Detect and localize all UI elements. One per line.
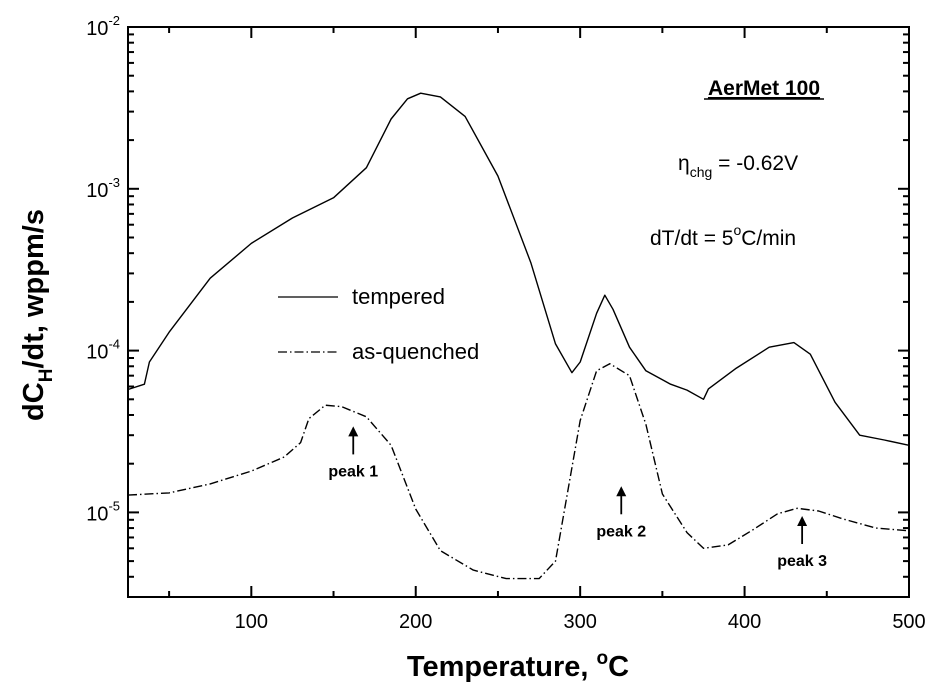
x-axis-title-sup: o	[597, 648, 609, 669]
y-tick-exponent: -4	[108, 337, 120, 352]
rate-tail: C/min	[741, 227, 796, 250]
chart-title-annotation: AerMet 100	[708, 77, 820, 100]
legend-label-tempered: tempered	[352, 284, 445, 309]
y-tick-label: 10-2	[86, 13, 120, 40]
rate-annotation: dT/dt = 5oC/min	[650, 222, 796, 250]
y-axis-title-tail: /dt, wppm/s	[18, 209, 50, 369]
x-axis-title: Temperature, oC	[407, 648, 629, 683]
y-tick-label: 10-3	[86, 175, 120, 202]
y-tick-exponent: -5	[108, 498, 120, 513]
peak-label-2: peak 2	[596, 523, 646, 540]
rate-main: dT/dt = 5	[650, 227, 733, 250]
legend: tempered as-quenched	[278, 284, 479, 364]
legend-label-as-quenched: as-quenched	[352, 339, 479, 364]
y-tick-base: 10	[86, 342, 108, 364]
x-tick-label: 300	[563, 611, 596, 633]
y-tick-base: 10	[86, 18, 108, 40]
peak-arrow-head	[348, 426, 359, 437]
eta-sub: chg	[690, 164, 713, 180]
peak-markers: peak 1 peak 2 peak 3	[328, 426, 827, 570]
peak-arrow-head	[616, 486, 627, 497]
x-axis-title-tail: C	[608, 651, 629, 683]
y-tick-exponent: -2	[108, 13, 120, 28]
series-layer	[127, 92, 910, 580]
x-tick-labels: 100 200 300 400 500	[235, 611, 926, 633]
x-tick-label: 100	[235, 611, 268, 633]
x-axis-title-main: Temperature,	[407, 651, 597, 683]
peak-label-3: peak 3	[777, 553, 827, 570]
y-tick-label: 10-4	[86, 337, 120, 364]
y-tick-base: 10	[86, 180, 108, 202]
x-tick-label: 400	[728, 611, 761, 633]
eta-tail: = -0.62V	[712, 152, 798, 175]
x-tick-label: 500	[892, 611, 925, 633]
y-tick-base: 10	[86, 503, 108, 525]
y-axis-title-main: dC	[18, 382, 50, 421]
y-axis-title-sub: H	[36, 369, 57, 383]
axis-ticks	[128, 26, 910, 598]
series-tempered	[127, 92, 910, 446]
peak-arrow-head	[797, 516, 808, 527]
y-tick-labels: 10-510-410-310-2	[86, 13, 120, 525]
eta-annotation: ηchg = -0.62V	[678, 152, 798, 180]
rate-sup: o	[733, 222, 741, 238]
series-as-quenched	[127, 363, 910, 580]
eta-main: η	[678, 152, 690, 175]
peak-label-1: peak 1	[328, 463, 378, 480]
x-tick-label: 200	[399, 611, 432, 633]
y-tick-exponent: -3	[108, 175, 120, 190]
y-tick-label: 10-5	[86, 498, 120, 525]
plot-frame	[127, 26, 910, 598]
y-axis-title: dCH/dt, wppm/s	[18, 209, 57, 421]
